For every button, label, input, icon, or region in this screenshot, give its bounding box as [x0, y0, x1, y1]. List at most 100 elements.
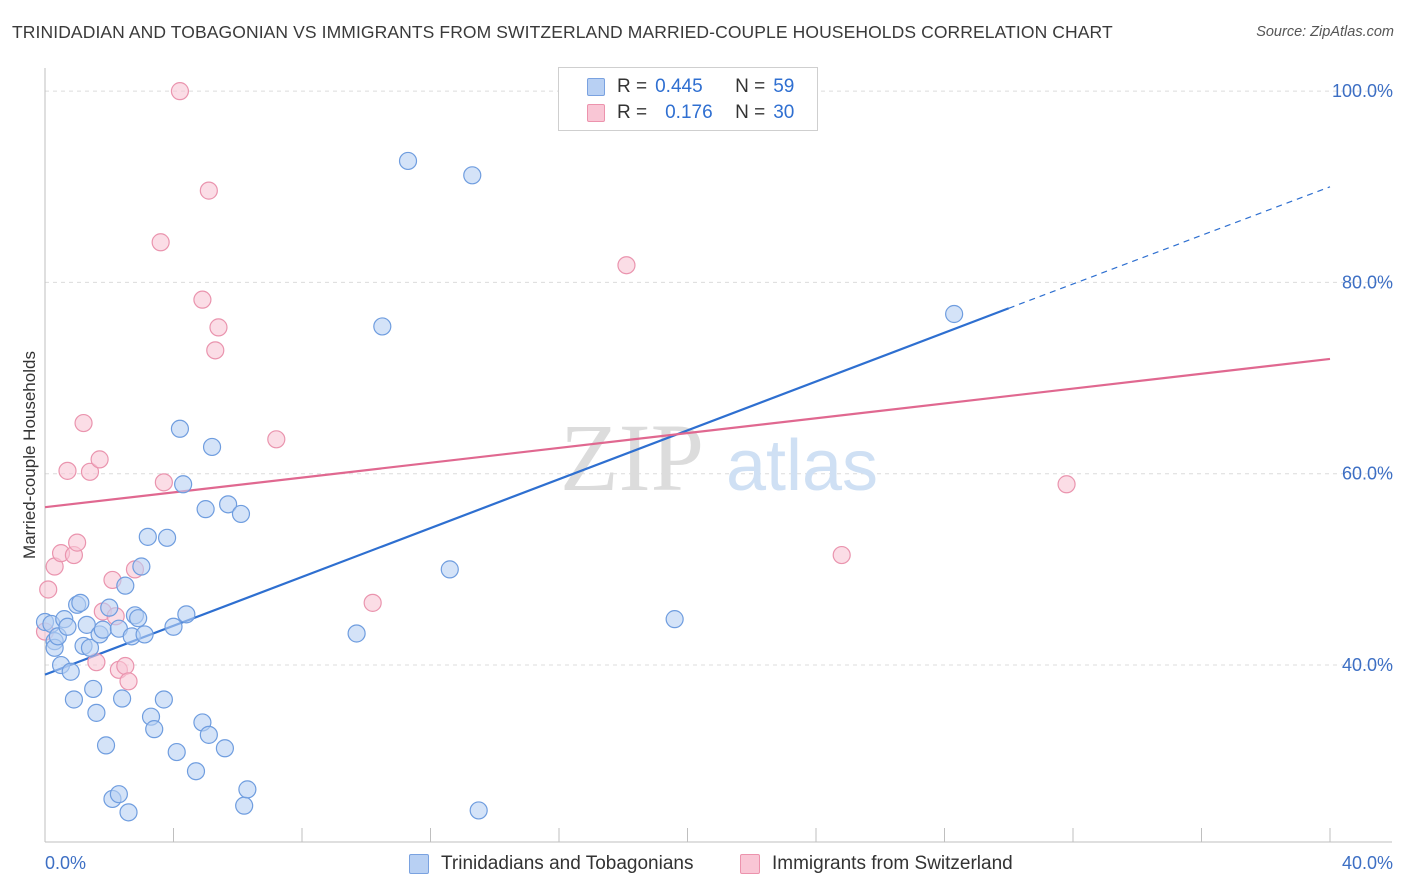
point-trinidadians	[61, 662, 80, 681]
point-trinidadians	[215, 739, 234, 758]
point-trinidadians	[116, 576, 135, 595]
trend-line-blue	[44, 307, 1010, 676]
point-trinidadians	[84, 679, 103, 699]
point-trinidadians	[87, 703, 106, 722]
point-switzerland	[119, 672, 138, 691]
watermark: ZIP atlas	[560, 404, 878, 511]
legend-row-blue: R = 0.445 N = 59	[587, 75, 794, 99]
y-tick-label: 80.0%	[1342, 272, 1393, 292]
point-trinidadians	[58, 617, 77, 636]
point-switzerland	[206, 341, 225, 360]
point-trinidadians	[373, 317, 392, 336]
point-trinidadians	[235, 796, 254, 815]
watermark-zip: ZIP	[560, 404, 704, 511]
legend-item-trinidadians[interactable]: Trinidadians and Tobagonians	[409, 852, 693, 876]
point-switzerland	[170, 82, 190, 101]
point-trinidadians	[202, 437, 222, 457]
point-trinidadians	[96, 736, 116, 755]
point-trinidadians	[219, 495, 238, 514]
point-switzerland	[58, 461, 77, 480]
point-trinidadians	[138, 527, 157, 546]
point-switzerland	[267, 430, 286, 449]
grid-lines	[45, 90, 1392, 666]
point-switzerland	[209, 318, 228, 337]
point-trinidadians	[186, 762, 206, 781]
x-tick-label: 40.0%	[1342, 853, 1393, 873]
trend-line-pink	[44, 357, 1331, 509]
y-tick-label: 60.0%	[1342, 464, 1393, 484]
legend-n-label: N =	[735, 76, 766, 97]
point-trinidadians	[132, 557, 151, 576]
y-tick-label: 100.0%	[1332, 81, 1393, 101]
point-trinidadians	[64, 690, 84, 709]
point-trinidadians	[945, 304, 964, 324]
legend-r-value: 0.445	[655, 76, 703, 97]
point-trinidadians	[112, 689, 132, 708]
point-switzerland	[116, 656, 135, 676]
point-switzerland	[68, 533, 87, 552]
point-trinidadians	[119, 803, 138, 822]
point-switzerland	[193, 290, 212, 309]
legend-swatch-pink	[740, 854, 760, 874]
point-trinidadians	[199, 725, 218, 744]
legend-n-value: 30	[773, 102, 795, 123]
point-switzerland	[154, 473, 173, 492]
point-trinidadians	[231, 504, 251, 524]
legend-r-value: 0.176	[665, 102, 713, 123]
point-switzerland	[1057, 475, 1076, 494]
point-trinidadians	[463, 166, 482, 185]
axis-labels: 40.0% 60.0% 80.0% 100.0% 0.0% 40.0%	[45, 81, 1393, 873]
point-switzerland	[74, 413, 93, 433]
point-trinidadians	[347, 624, 366, 643]
point-trinidadians	[157, 528, 177, 547]
point-switzerland	[80, 462, 100, 481]
point-trinidadians	[196, 500, 215, 519]
point-trinidadians	[154, 690, 173, 709]
point-trinidadians	[100, 598, 119, 617]
legend-row-pink: R = 0.176 N = 30	[587, 101, 794, 125]
x-tick-label: 0.0%	[45, 853, 86, 873]
point-trinidadians	[177, 605, 196, 624]
trend-lines	[44, 186, 1331, 676]
legend-label: Immigrants from Switzerland	[772, 853, 1013, 874]
point-switzerland	[90, 450, 109, 469]
point-trinidadians	[145, 720, 164, 739]
point-trinidadians	[170, 419, 190, 438]
stats-legend: R = 0.445 N = 59 R = 0.176 N = 30	[558, 67, 818, 131]
point-trinidadians	[135, 625, 154, 644]
point-trinidadians	[93, 620, 112, 639]
legend-item-switzerland[interactable]: Immigrants from Switzerland	[740, 852, 1013, 876]
point-trinidadians	[109, 785, 128, 804]
point-trinidadians	[398, 151, 418, 171]
point-trinidadians	[469, 801, 488, 820]
point-switzerland	[617, 256, 636, 275]
axes	[44, 68, 1392, 843]
data-points	[35, 82, 1076, 822]
legend-swatch-blue	[409, 854, 429, 874]
chart-title: TRINIDADIAN AND TOBAGONIAN VS IMMIGRANTS…	[12, 22, 1113, 42]
legend-swatch-blue	[587, 78, 605, 96]
legend-n-label: N =	[735, 102, 766, 123]
point-trinidadians	[71, 593, 90, 612]
trend-line-blue-extension	[1008, 186, 1331, 309]
point-trinidadians	[665, 610, 684, 629]
legend-r-label: R =	[617, 102, 648, 123]
y-axis-title: Married-couple Households	[20, 351, 39, 559]
watermark-atlas: atlas	[726, 426, 878, 506]
legend-swatch-pink	[587, 104, 605, 122]
legend-label: Trinidadians and Tobagonians	[441, 853, 694, 874]
point-trinidadians	[238, 780, 257, 799]
point-trinidadians	[440, 560, 459, 579]
point-trinidadians	[164, 617, 183, 636]
legend-r-label: R =	[617, 76, 648, 97]
point-switzerland	[363, 593, 382, 612]
source-label: Source: ZipAtlas.com	[1256, 24, 1394, 40]
point-switzerland	[151, 233, 170, 252]
point-switzerland	[39, 580, 58, 599]
point-trinidadians	[129, 609, 148, 628]
point-trinidadians	[174, 475, 193, 494]
point-switzerland	[199, 181, 218, 200]
point-switzerland	[832, 545, 851, 565]
legend-n-value: 59	[773, 76, 795, 97]
